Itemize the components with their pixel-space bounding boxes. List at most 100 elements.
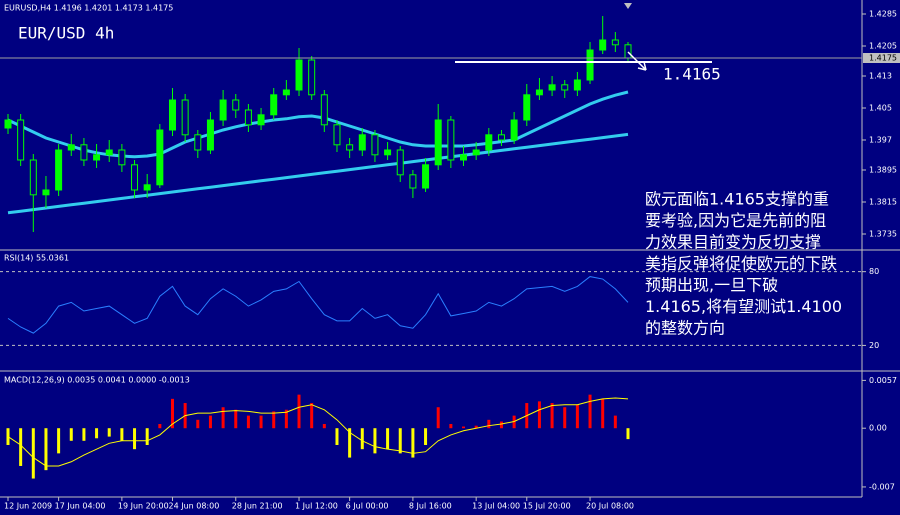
- candle-body: [156, 129, 164, 186]
- candle-body: [548, 84, 556, 91]
- histogram-bar: [348, 428, 352, 458]
- candle-body: [168, 99, 176, 131]
- histogram-bar: [474, 425, 478, 429]
- candle-body: [396, 149, 404, 176]
- y-tick-label: 1.413: [869, 72, 892, 81]
- histogram-bar: [107, 428, 111, 437]
- annotation-line: 欧元面临1.4165支撑的重: [645, 190, 829, 209]
- candle-body: [295, 59, 303, 91]
- histogram-bar: [272, 411, 276, 429]
- candle-body: [308, 59, 316, 96]
- candle-body: [105, 149, 113, 156]
- candle-body: [257, 114, 265, 126]
- y-tick-label: 1.4205: [869, 42, 897, 51]
- candle-body: [118, 149, 126, 166]
- candle-body: [282, 89, 290, 96]
- histogram-bar: [69, 428, 73, 441]
- candle-body: [624, 44, 632, 59]
- histogram-bar: [563, 407, 567, 429]
- candle-body: [586, 49, 594, 81]
- y-tick-label: 0.0057: [869, 376, 897, 385]
- support-label: 1.4165: [663, 65, 721, 84]
- histogram-bar: [499, 421, 503, 429]
- histogram-bar: [208, 415, 212, 429]
- candle-body: [55, 149, 63, 191]
- candle-body: [131, 164, 139, 191]
- y-tick-label: 0.00: [869, 424, 887, 433]
- x-tick-label: 17 Jun 04:00: [55, 502, 106, 511]
- histogram-bar: [411, 428, 415, 458]
- histogram-bar: [297, 394, 301, 429]
- y-tick-label: 1.3735: [869, 230, 897, 239]
- y-tick-label: 1.4285: [869, 10, 897, 19]
- histogram-bar: [626, 428, 630, 440]
- y-tick-label: 1.3815: [869, 198, 897, 207]
- y-tick-label: 1.3895: [869, 166, 897, 175]
- candle-body: [485, 134, 493, 151]
- histogram-bar: [31, 428, 35, 479]
- candle-body: [460, 154, 468, 161]
- x-tick-label: 15 Jul 20:00: [523, 502, 571, 511]
- current-price-box: [863, 53, 900, 63]
- annotation-line: 的整数方向: [645, 319, 725, 338]
- histogram-bar: [145, 428, 149, 445]
- x-tick-label: 20 Jul 08:00: [586, 502, 634, 511]
- histogram-bar: [424, 428, 428, 445]
- histogram-bar: [436, 407, 440, 429]
- candle-body: [346, 144, 354, 151]
- histogram-bar: [234, 409, 238, 429]
- candle-body: [17, 119, 25, 161]
- candle-body: [29, 159, 37, 196]
- candle-body: [80, 144, 88, 161]
- y-tick-label: -0.007: [869, 482, 895, 491]
- histogram-bar: [449, 424, 453, 429]
- y-tick-label: 80: [869, 267, 879, 276]
- x-tick-label: 24 Jun 08:00: [168, 502, 219, 511]
- candle-body: [573, 79, 581, 91]
- candle-body: [219, 99, 227, 121]
- annotation-line: 要考验,因为它是先前的阻: [645, 211, 826, 230]
- annotation-line: 力效果目前变为反切支撑: [645, 233, 821, 252]
- histogram-bar: [537, 401, 541, 429]
- histogram-bar: [221, 407, 225, 429]
- candle-body: [42, 189, 50, 196]
- candle-body: [333, 124, 341, 146]
- histogram-bar: [335, 428, 339, 445]
- candle-body: [244, 109, 252, 126]
- candle-body: [358, 134, 366, 151]
- candle-body: [447, 119, 455, 161]
- histogram-bar: [601, 398, 605, 429]
- rsi-title: RSI(14) 55.0361: [4, 254, 69, 263]
- candle-body: [194, 134, 202, 151]
- moving-average: [7, 132, 629, 215]
- candle-body: [181, 99, 189, 136]
- x-tick-label: 13 Jul 04:00: [472, 502, 520, 511]
- histogram-bar: [373, 428, 377, 454]
- histogram-bar: [398, 428, 402, 454]
- histogram-bar: [310, 403, 314, 429]
- candle-body: [206, 119, 214, 151]
- candle-body: [93, 154, 101, 161]
- y-tick-label: 1.405: [869, 104, 892, 113]
- annotation-line: 预期出现,一旦下破: [645, 276, 778, 295]
- histogram-bar: [196, 419, 200, 429]
- histogram-bar: [95, 428, 99, 439]
- histogram-bar: [246, 415, 250, 429]
- candle-body: [535, 89, 543, 96]
- arrow: [627, 51, 647, 71]
- histogram-bar: [386, 428, 390, 450]
- candle-body: [270, 94, 278, 116]
- histogram-bar: [360, 428, 364, 450]
- current-price-label: 1.4175: [869, 54, 897, 63]
- histogram-bar: [284, 409, 288, 429]
- chart-title: EUR/USD 4h: [18, 24, 114, 43]
- x-tick-label: 28 Jun 21:00: [232, 502, 283, 511]
- histogram-bar: [158, 424, 162, 429]
- annotation-line: 1.4165,将有望测试1.4100: [645, 297, 842, 316]
- x-tick-label: 8 Jul 16:00: [409, 502, 452, 511]
- candle-body: [523, 94, 531, 121]
- histogram-bar: [133, 428, 137, 450]
- histogram-bar: [575, 404, 579, 429]
